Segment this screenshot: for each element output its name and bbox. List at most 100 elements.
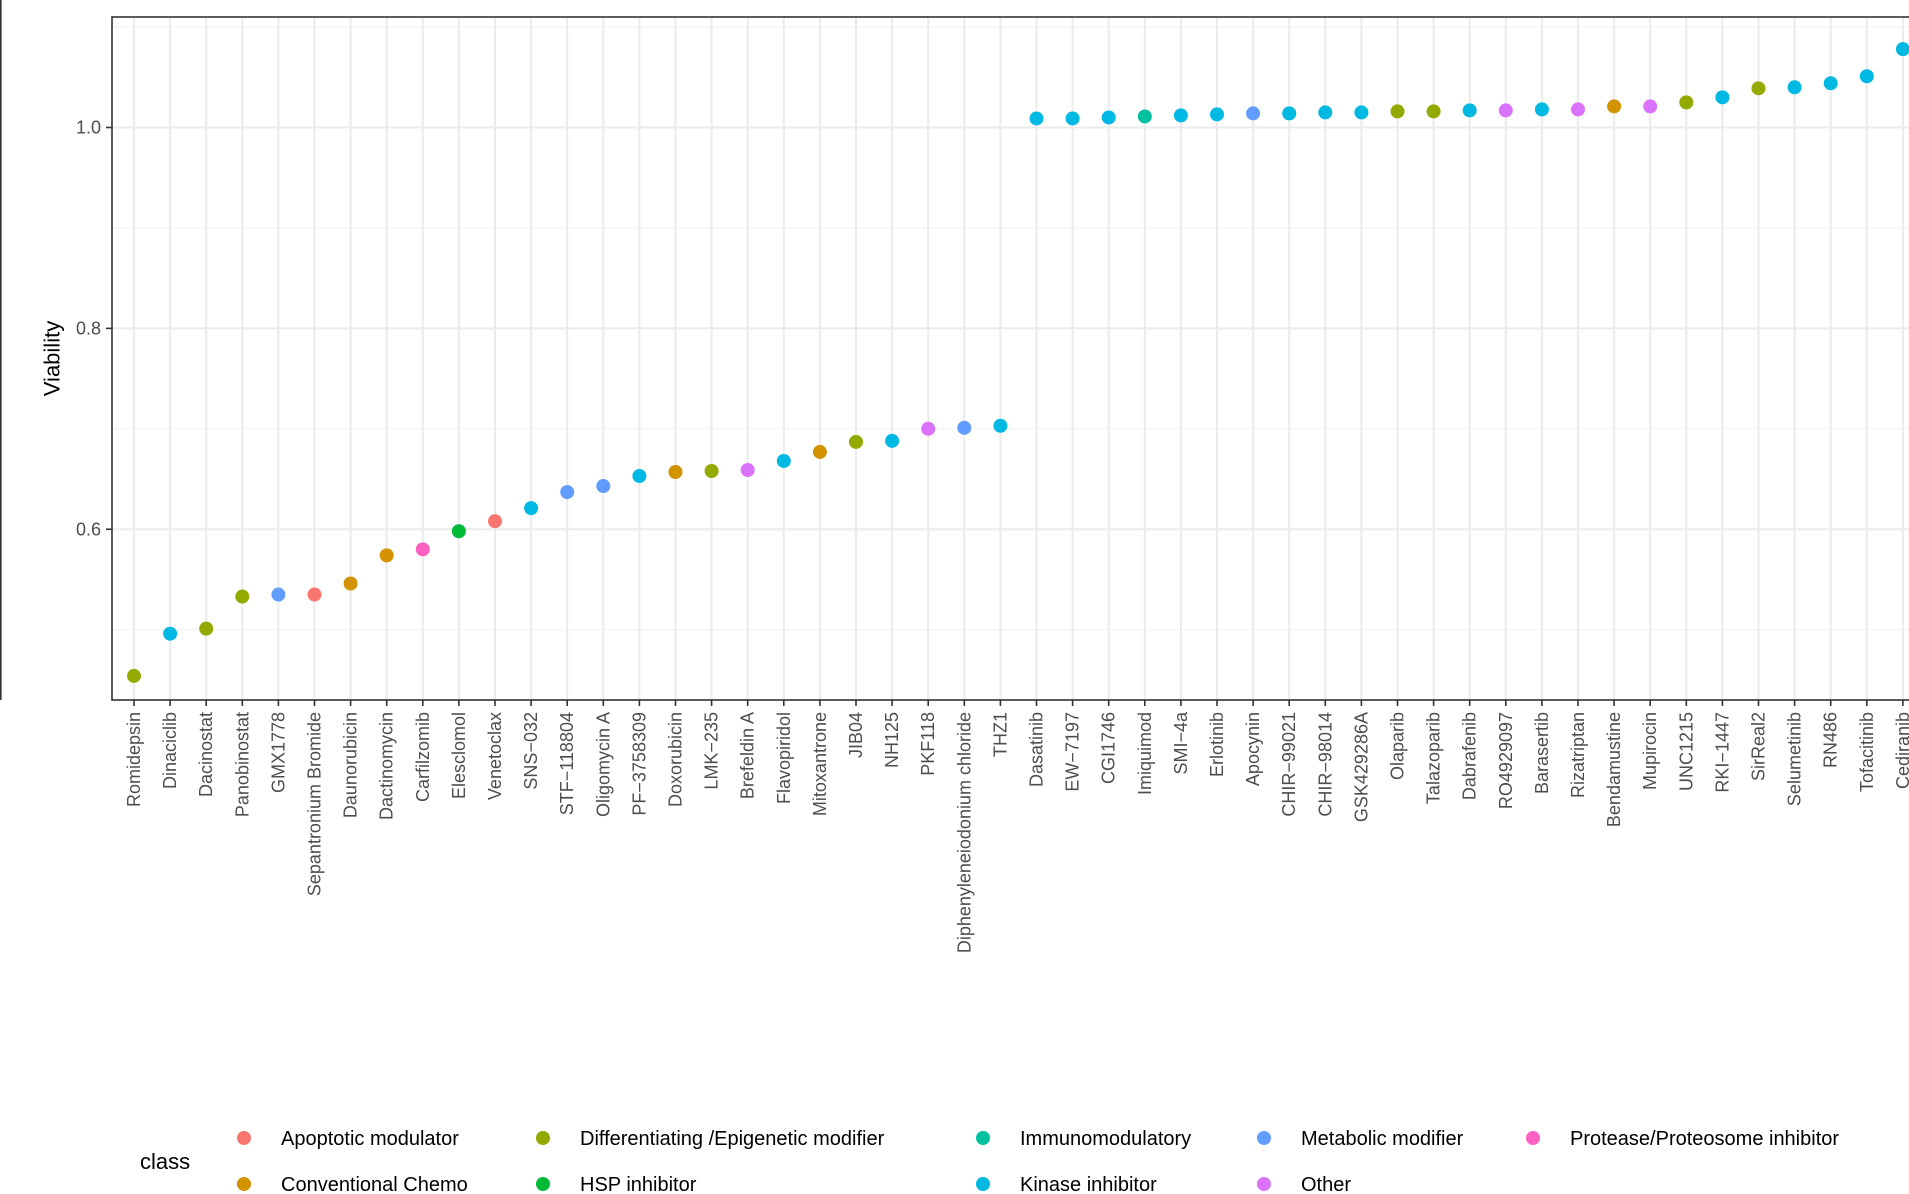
y-tick-label: 0.8 [76, 318, 101, 338]
grid-minor [112, 26, 1909, 631]
x-tick-label: Dasatinib [1027, 712, 1047, 787]
legend-key [536, 1177, 550, 1191]
data-point [740, 462, 755, 477]
data-point [668, 464, 683, 479]
legend-label: Metabolic modifier [1301, 1128, 1464, 1150]
y-tick-label: 0.6 [76, 519, 101, 539]
x-tick-label: Venetoclax [485, 712, 505, 800]
x-tick-label: Mitoxantrone [810, 712, 830, 816]
x-tick-label: Carfilzomib [413, 712, 433, 802]
data-point [596, 479, 611, 494]
legend-label: Other [1301, 1174, 1351, 1194]
legend-items: Apoptotic modulator Conventional Chemo Dif… [237, 1128, 1839, 1194]
legend-key [1526, 1131, 1540, 1145]
data-point [1462, 103, 1477, 118]
data-point [1679, 95, 1694, 110]
data-point [271, 587, 286, 602]
data-point [1643, 99, 1658, 114]
x-tick-label: STF−118804 [557, 712, 577, 815]
x-tick-label: Cediranib [1893, 712, 1909, 789]
plot-panel [111, 16, 1909, 701]
legend-key [976, 1177, 990, 1191]
x-tick-label: Daunorubicin [341, 712, 361, 818]
x-tick-label: THZ1 [990, 712, 1010, 757]
x-tick-label: Elesclomol [449, 712, 469, 799]
data-point [343, 576, 358, 591]
x-tick-label: PF−3758309 [629, 712, 649, 816]
data-point [921, 421, 936, 436]
data-point [1607, 99, 1622, 114]
x-tick-label: Sepantronium Bromide [305, 712, 325, 896]
x-tick-label: SNS−032 [521, 712, 541, 790]
y-tick-label: 1.0 [76, 117, 101, 137]
x-tick-label: CHIR−98014 [1315, 712, 1335, 817]
data-point [1751, 81, 1766, 96]
x-tick-label: Brefeldin A [738, 712, 758, 799]
x-tick-label: Flavopiridol [774, 712, 794, 804]
legend-key [976, 1131, 990, 1145]
x-tick-label: Selumetinib [1785, 712, 1805, 806]
x-tick-label: Rizatriptan [1568, 712, 1588, 798]
data-point [524, 501, 539, 516]
legend-label: Kinase inhibitor [1020, 1174, 1157, 1194]
legend-key [237, 1131, 251, 1145]
data-point [1715, 90, 1730, 105]
data-point [1354, 105, 1369, 120]
data-point [1534, 102, 1549, 117]
data-point [849, 434, 863, 449]
data-point [1426, 104, 1441, 119]
data-point [307, 587, 322, 602]
x-tick-label: Erlotinib [1207, 712, 1227, 777]
x-tick-label: Barasertib [1532, 712, 1552, 794]
x-tick-label: Dabrafenib [1460, 712, 1480, 800]
legend-key [237, 1177, 251, 1191]
legend-label: Immunomodulatory [1020, 1128, 1191, 1150]
x-tick-label: RKI−1447 [1712, 712, 1732, 793]
legend-label: Apoptotic modulator [281, 1128, 459, 1150]
x-tick-label: Olaparib [1388, 712, 1408, 780]
data-point [1498, 103, 1513, 118]
y-axis: 0.6 0.8 1.0 [0, 0, 112, 700]
legend-title: class [140, 1149, 190, 1174]
x-tick-label: UNC1215 [1676, 712, 1696, 791]
x-tick-label: Dinaciclib [160, 712, 180, 789]
data-point [1823, 76, 1838, 91]
x-tick-label: Imiquimod [1135, 712, 1155, 795]
data-point [415, 542, 430, 557]
x-tick-label: JIB04 [846, 712, 866, 758]
x-tick-label: Dacinostat [196, 712, 216, 797]
data-point [704, 463, 719, 478]
x-tick-label: CGI1746 [1099, 712, 1119, 784]
x-tick-label: SMI−4a [1171, 711, 1191, 775]
data-point [1859, 69, 1874, 84]
data-point [1895, 42, 1909, 57]
data-point [1787, 80, 1802, 95]
legend: class Apoptotic modulator Conventional Ch… [140, 1128, 1839, 1194]
legend-key [536, 1131, 550, 1145]
data-points [127, 42, 1909, 683]
data-point [1101, 110, 1116, 125]
legend-label: HSP inhibitor [580, 1174, 697, 1194]
y-axis-title: Viability [40, 321, 65, 396]
x-tick-label: Apocynin [1243, 712, 1263, 786]
data-point [1137, 109, 1152, 124]
x-tick-label: RO4929097 [1496, 712, 1516, 809]
legend-label: Differentiating /Epigenetic modifier [580, 1128, 885, 1150]
data-point [632, 469, 647, 484]
data-point [1390, 104, 1405, 119]
legend-label: Protease/Proteosome inhibitor [1570, 1128, 1839, 1150]
x-tick-label: NH125 [882, 712, 902, 768]
x-tick-label: Dactinomycin [377, 712, 397, 820]
legend-label: Conventional Chemo [281, 1174, 468, 1194]
x-tick-label: PKF118 [918, 712, 938, 776]
data-point [1065, 111, 1080, 126]
data-point [993, 418, 1008, 433]
data-point [379, 548, 394, 563]
data-point [776, 453, 791, 468]
x-tick-label: Mupirocin [1640, 712, 1660, 790]
legend-key [1257, 1177, 1271, 1191]
data-point [127, 668, 141, 683]
data-point [163, 626, 178, 641]
data-point [957, 420, 972, 435]
data-point [1571, 102, 1585, 117]
